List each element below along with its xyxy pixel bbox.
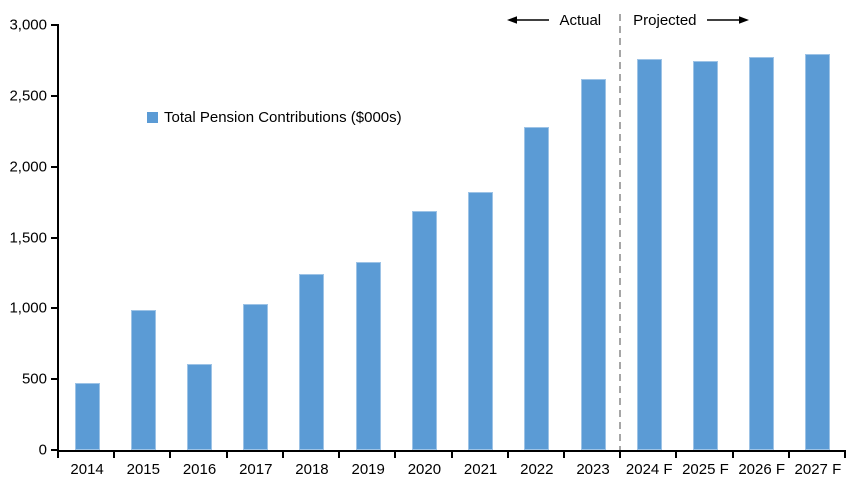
projected-annotation: Projected xyxy=(633,10,749,30)
y-axis-tick xyxy=(51,94,59,97)
right-arrow-icon xyxy=(706,16,749,24)
bar-2020 xyxy=(411,210,437,450)
bar-2017 xyxy=(243,304,269,450)
legend-marker xyxy=(147,112,158,123)
actual-projected-divider xyxy=(619,14,622,450)
x-axis-label: 2024 F xyxy=(625,461,673,478)
x-axis-tick xyxy=(844,450,846,458)
y-axis-tick xyxy=(51,378,59,381)
x-axis-tick xyxy=(57,450,59,458)
y-axis-tick xyxy=(51,307,59,310)
x-axis-label: 2027 F xyxy=(794,461,842,478)
x-axis-label: 2018 xyxy=(295,461,329,478)
x-axis-tick xyxy=(113,450,116,458)
x-axis-tick xyxy=(394,450,397,458)
bar-2024-f xyxy=(636,59,662,450)
x-axis-tick xyxy=(169,450,172,458)
left-arrow-icon xyxy=(507,16,550,24)
legend: Total Pension Contributions ($000s) xyxy=(147,109,402,126)
y-axis-label: 2,500 xyxy=(9,87,47,105)
actual-label: Actual xyxy=(559,11,602,29)
x-axis-label: 2023 xyxy=(576,461,610,478)
x-axis-label: 2017 xyxy=(239,461,273,478)
x-axis-label: 2025 F xyxy=(682,461,729,478)
bar-2027-f xyxy=(805,54,831,450)
bar-2026-f xyxy=(749,56,775,450)
x-axis-tick xyxy=(562,450,565,458)
bar-2015 xyxy=(130,309,156,450)
bar-2025-f xyxy=(692,61,718,450)
projected-label: Projected xyxy=(633,11,697,29)
y-axis-tick xyxy=(51,165,59,168)
y-axis-label: 1,500 xyxy=(9,229,47,246)
y-axis-label: 2,000 xyxy=(9,158,47,176)
y-axis-tick xyxy=(51,449,59,451)
x-axis-tick xyxy=(619,450,622,458)
x-axis-tick xyxy=(225,450,228,458)
y-axis-label: 1,000 xyxy=(9,299,47,317)
y-axis-label: 3,000 xyxy=(9,16,47,34)
x-axis-label: 2020 xyxy=(407,461,442,478)
bar-2021 xyxy=(468,192,494,450)
x-axis-label: 2015 xyxy=(126,461,160,478)
y-axis-label: 500 xyxy=(21,370,47,388)
x-axis-tick xyxy=(281,450,284,458)
bar-2023 xyxy=(580,78,606,450)
x-axis-tick xyxy=(450,450,453,458)
actual-annotation: Actual xyxy=(507,10,601,30)
x-axis-label: 2019 xyxy=(351,461,385,478)
x-axis-tick xyxy=(731,450,734,458)
bar-2022 xyxy=(524,127,550,450)
legend-label: Total Pension Contributions ($000s) xyxy=(164,109,402,126)
bar-2014 xyxy=(74,383,100,450)
x-axis-tick xyxy=(787,450,790,458)
x-axis-label: 2022 xyxy=(520,461,554,478)
x-axis-label: 2014 xyxy=(70,461,104,478)
x-axis-tick xyxy=(675,450,678,458)
y-axis-tick xyxy=(51,24,59,26)
x-axis-tick xyxy=(338,450,341,458)
x-axis-tick xyxy=(506,450,509,458)
bar-2019 xyxy=(355,261,381,450)
bar-2018 xyxy=(299,274,325,450)
bar-2016 xyxy=(187,363,213,450)
x-axis-label: 2026 F xyxy=(738,461,786,478)
y-axis-tick xyxy=(51,236,59,239)
x-axis-label: 2021 xyxy=(463,461,498,478)
y-axis-label: 0 xyxy=(38,441,47,459)
x-axis-label: 2016 xyxy=(182,461,217,478)
